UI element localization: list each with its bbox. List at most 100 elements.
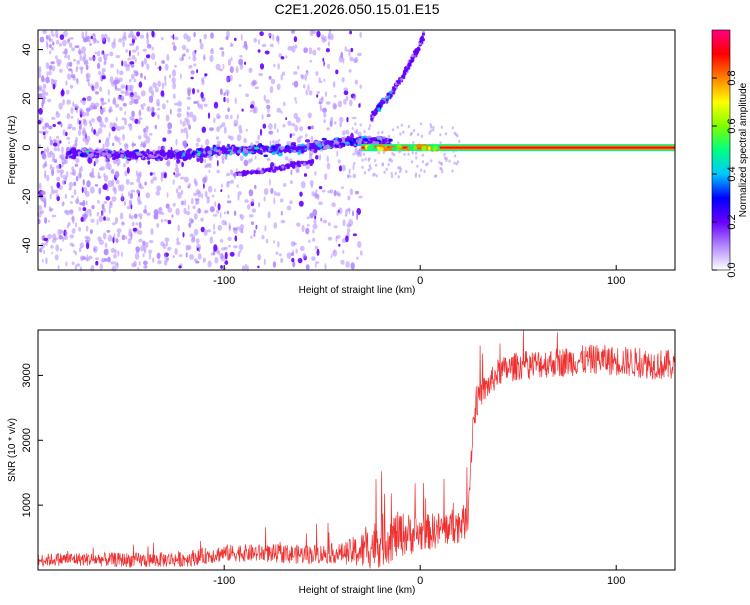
noise-cell [234, 97, 237, 105]
noise-cell [165, 203, 170, 209]
noise-cell [407, 152, 410, 156]
noise-cell [323, 35, 327, 42]
noise-cell [355, 129, 359, 133]
noise-cell [325, 101, 331, 105]
noise-cell [40, 209, 45, 215]
noise-cell [397, 141, 400, 145]
noise-cell [425, 163, 428, 167]
trace-cell [308, 146, 313, 150]
noise-cell [192, 234, 196, 242]
noise-cell [50, 61, 55, 65]
noise-cell [152, 172, 156, 176]
noise-cell [55, 39, 60, 45]
noise-cell [349, 188, 354, 196]
branch-cell [291, 165, 296, 169]
noise-cell [158, 206, 163, 214]
noise-cell [140, 245, 145, 252]
noise-cell [116, 88, 122, 91]
noise-cell [42, 29, 47, 34]
noise-cell [127, 123, 132, 127]
noise-cell [361, 165, 364, 169]
noise-cell [407, 124, 411, 129]
trace-cell [213, 147, 217, 151]
noise-cell [45, 257, 48, 265]
noise-cell [156, 107, 161, 111]
noise-cell [130, 189, 136, 193]
trace-cell [194, 154, 198, 158]
noise-cell [234, 235, 238, 242]
noise-cell [243, 159, 249, 167]
colorbar-ticks: 0.0 0.2 0.4 0.6 0.8 [712, 70, 738, 278]
noise-cell [257, 253, 262, 261]
noise-cell [195, 142, 199, 148]
noise-cell [150, 53, 156, 60]
noise-cell [185, 210, 191, 216]
noise-cell [180, 189, 184, 195]
noise-cell [246, 204, 251, 210]
noise-cell [116, 262, 119, 267]
noise-cell [398, 170, 402, 174]
noise-cell [319, 104, 322, 112]
noise-cell [261, 235, 265, 240]
noise-cell [415, 156, 418, 160]
noise-cell [145, 126, 149, 130]
noise-cell [217, 224, 222, 231]
noise-cell [339, 116, 344, 123]
noise-cell [175, 162, 178, 169]
noise-cell [151, 46, 154, 51]
branch-cell [242, 169, 246, 174]
noise-cell [359, 31, 363, 38]
x-tick-label: -100 [213, 275, 235, 287]
noise-cell [131, 54, 136, 60]
noise-cell [89, 229, 93, 235]
noise-cell [166, 54, 170, 61]
noise-cell [115, 55, 121, 59]
noise-cell [129, 43, 135, 46]
colorbar-tick-label: 0.8 [726, 70, 738, 85]
noise-cell [75, 136, 78, 143]
noise-cell [216, 169, 220, 174]
noise-cell [83, 119, 88, 127]
noise-cell [251, 221, 254, 226]
branch-cell [407, 66, 411, 70]
noise-cell [281, 71, 286, 76]
noise-cell [201, 126, 206, 133]
noise-cell [74, 105, 80, 109]
trace-cell [286, 146, 291, 150]
noise-cell [188, 217, 193, 224]
branch-cell [419, 40, 423, 44]
noise-cell [85, 111, 90, 117]
noise-cell [419, 168, 423, 172]
noise-cell [226, 180, 231, 184]
noise-cell [341, 186, 344, 189]
noise-cell [105, 196, 111, 201]
noise-cell [129, 192, 134, 200]
noise-cell [335, 235, 338, 243]
noise-cell [356, 256, 359, 260]
noise-cell [280, 219, 286, 224]
noise-cell [114, 171, 120, 178]
trace-cell [88, 154, 94, 158]
noise-cell [114, 137, 119, 142]
noise-cell [111, 168, 115, 175]
noise-cell [217, 250, 221, 255]
noise-cell [103, 216, 106, 221]
noise-cell [38, 71, 42, 79]
noise-cell [125, 66, 130, 72]
noise-cell [390, 171, 393, 176]
noise-cell [151, 30, 155, 38]
trace-cell [204, 149, 208, 153]
noise-cell [292, 261, 296, 268]
branch-cell [413, 52, 417, 56]
noise-cell [411, 151, 414, 155]
noise-cell [214, 257, 219, 264]
noise-cell [67, 73, 72, 80]
trace-cell [367, 141, 373, 144]
snr-line [37, 329, 676, 569]
noise-cell [216, 209, 220, 214]
noise-cell [85, 225, 89, 232]
trace-cell [155, 151, 160, 155]
noise-cell [364, 157, 367, 161]
noise-cell [100, 97, 104, 103]
noise-cell [180, 73, 182, 80]
